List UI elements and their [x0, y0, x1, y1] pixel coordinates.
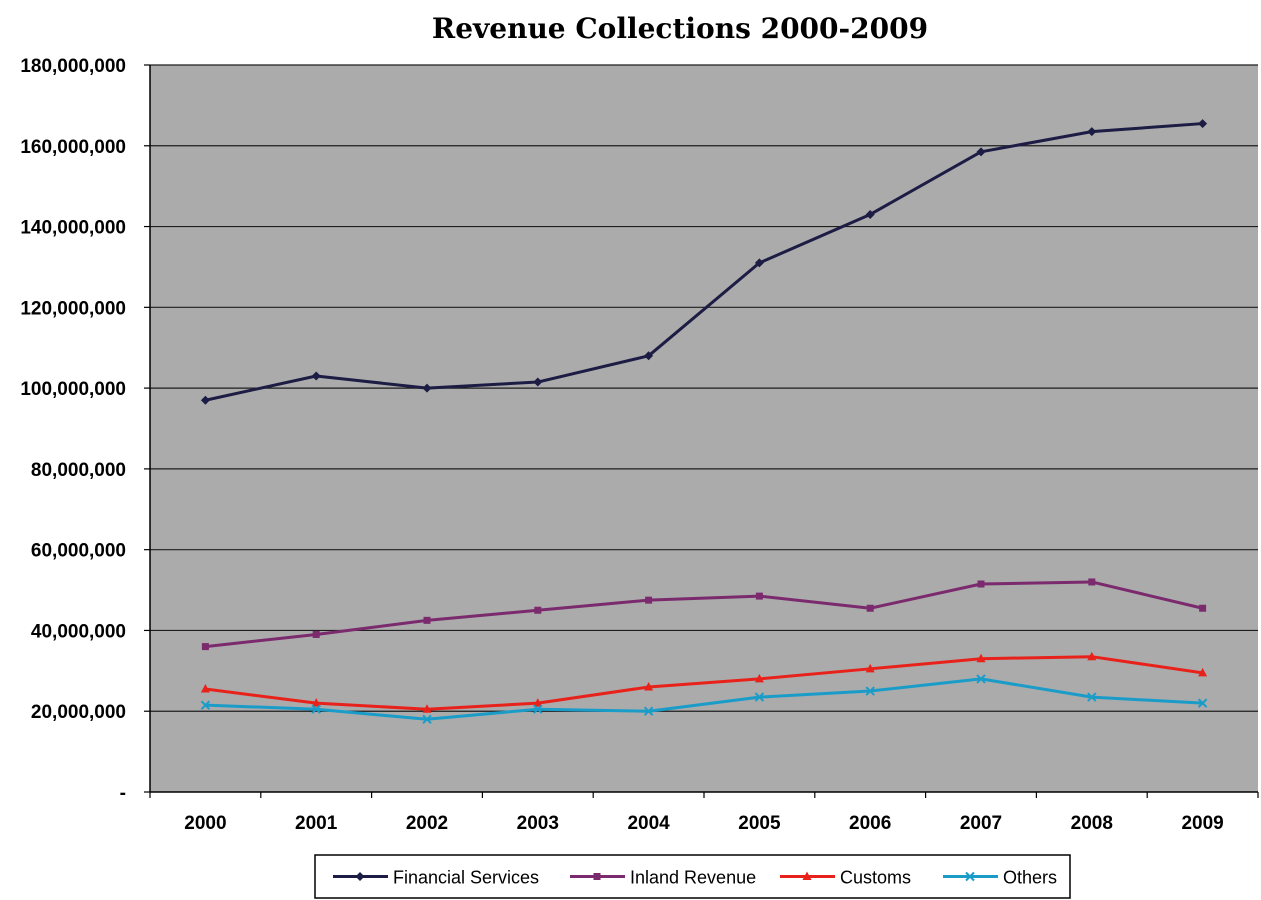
data-point	[976, 653, 986, 663]
legend-item: Others	[943, 868, 1057, 888]
series-line	[205, 677, 1203, 721]
data-point	[755, 592, 763, 600]
data-point	[645, 596, 653, 604]
data-point	[977, 580, 985, 588]
data-point	[1087, 692, 1097, 702]
legend-item: Inland Revenue	[570, 868, 756, 888]
series-financial-services	[200, 119, 1208, 405]
x-tick-label: 2005	[738, 813, 781, 834]
x-tick-label: 2007	[960, 813, 1002, 834]
legend-item: Customs	[780, 868, 911, 888]
y-tick-label: 100,000,000	[20, 379, 126, 400]
data-point	[865, 663, 875, 673]
data-point	[754, 673, 764, 683]
legend: Financial Services Inland Revenue Customs O…	[314, 854, 1071, 899]
data-point	[311, 698, 321, 707]
data-point	[1088, 578, 1096, 586]
data-point	[422, 383, 432, 393]
data-point	[754, 692, 765, 702]
y-tick-label: 160,000,000	[20, 137, 126, 158]
series-inland-revenue	[201, 578, 1207, 651]
data-point	[865, 686, 875, 696]
legend-label: Customs	[840, 868, 911, 888]
x-tick-label: 2009	[1181, 813, 1223, 834]
legend-label: Inland Revenue	[630, 868, 756, 888]
legend-label: Financial Services	[393, 868, 539, 888]
x-tick-label: 2000	[184, 813, 226, 834]
chart-title: Revenue Collections 2000-2009	[432, 12, 928, 45]
x-tick-label: 2003	[517, 813, 559, 834]
data-point	[312, 630, 320, 638]
data-point	[644, 351, 654, 361]
series-others	[200, 674, 1208, 725]
y-tick-label: 120,000,000	[20, 298, 126, 319]
data-point	[533, 704, 543, 714]
x-tick-label: 2001	[295, 813, 338, 834]
data-point	[1198, 119, 1208, 129]
data-point	[866, 604, 874, 612]
data-point	[754, 258, 764, 268]
y-tick-label: 20,000,000	[31, 702, 126, 723]
data-point	[200, 684, 210, 693]
y-tick-label: 80,000,000	[31, 460, 126, 481]
series-customs	[200, 651, 1208, 713]
y-tick-label: 40,000,000	[31, 621, 126, 642]
y-tick-label: 180,000,000	[20, 56, 126, 77]
data-point	[644, 681, 654, 691]
data-point	[533, 698, 543, 707]
axes: - 20,000,000 40,000,000 60,000,000 80,000,00…	[20, 56, 1259, 834]
data-point	[422, 704, 432, 713]
data-point	[534, 606, 542, 614]
legend-label: Others	[1003, 868, 1057, 888]
data-point	[200, 700, 211, 710]
y-tick-label: 60,000,000	[31, 541, 126, 562]
y-tick-label: 140,000,000	[20, 218, 126, 239]
x-tick-label: 2002	[406, 813, 448, 834]
x-tick-label: 2006	[849, 813, 891, 834]
data-point	[1087, 127, 1097, 137]
legend-marker	[965, 871, 975, 882]
data-point	[533, 377, 543, 387]
data-point	[422, 714, 432, 725]
data-point	[976, 147, 986, 157]
series-lines	[200, 119, 1208, 725]
data-point	[311, 371, 321, 381]
x-tick-label: 2004	[627, 813, 670, 834]
data-point	[1087, 651, 1097, 661]
data-point	[201, 643, 209, 651]
y-tick-label: -	[120, 783, 126, 804]
legend-marker	[355, 872, 365, 881]
legend-item: Financial Services	[333, 868, 539, 888]
plot-area	[150, 65, 1258, 792]
series-line	[205, 655, 1203, 711]
data-point	[865, 209, 875, 219]
legend-marker	[802, 871, 812, 880]
data-point	[976, 674, 986, 684]
data-point	[643, 706, 654, 716]
data-point	[423, 616, 431, 624]
data-point	[1197, 698, 1208, 708]
series-line	[205, 580, 1203, 649]
data-point	[311, 704, 321, 714]
legend-marker	[593, 873, 601, 880]
data-point	[1199, 604, 1207, 612]
data-point	[1198, 667, 1208, 677]
x-tick-label: 2008	[1071, 813, 1113, 834]
data-point	[200, 395, 210, 405]
series-line	[205, 122, 1203, 402]
